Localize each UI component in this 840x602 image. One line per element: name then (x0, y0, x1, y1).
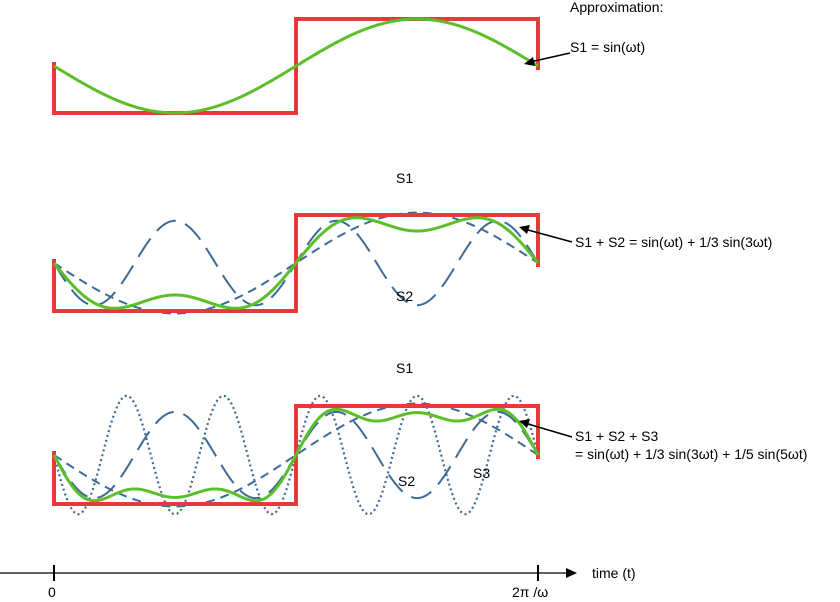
axis-tick-label-start: 0 (48, 584, 56, 600)
s2-label: S2 (396, 288, 413, 304)
approximation-curve (52, 407, 540, 503)
approximation-curve (53, 17, 539, 115)
s1-label: S1 (396, 170, 413, 186)
s1-label: S1 (396, 360, 413, 376)
approximation-curve (52, 216, 540, 310)
approximation-label: S1 + S2 = sin(ωt) + 1/3 sin(3ωt) (575, 234, 772, 250)
approximation-label-line-1: S1 + S2 + S3 (575, 428, 658, 444)
harmonic-s1-curve (53, 211, 539, 315)
pointer-arrow (527, 423, 573, 438)
arrow-head (519, 225, 530, 234)
pointer-arrow (529, 52, 571, 63)
time-axis: 0 2π /ω time (t) (0, 565, 636, 600)
s2-label: S2 (398, 473, 415, 489)
harmonic-s1-curve (53, 402, 539, 508)
s3-label: S3 (473, 465, 490, 481)
arrow-head (519, 419, 530, 428)
panel-3: S1 S2 S3 S1 + S2 + S3 = sin(ωt) + 1/3 si… (52, 360, 807, 516)
axis-tick-label-end: 2π /ω (512, 584, 548, 600)
pointer-arrow (527, 229, 573, 243)
approximation-title: Approximation: (570, 0, 663, 15)
panel-1: S1 = sin(ωt) (52, 17, 645, 115)
panel-2: S1 S2 S1 + S2 = sin(ωt) + 1/3 sin(3ωt) (52, 170, 772, 315)
arrow-head (524, 57, 535, 66)
approximation-label-line-2: = sin(ωt) + 1/3 sin(3ωt) + 1/5 sin(5ωt) (575, 446, 807, 462)
axis-arrow-head (566, 568, 577, 578)
axis-label: time (t) (592, 565, 636, 581)
approximation-label: S1 = sin(ωt) (570, 39, 645, 55)
